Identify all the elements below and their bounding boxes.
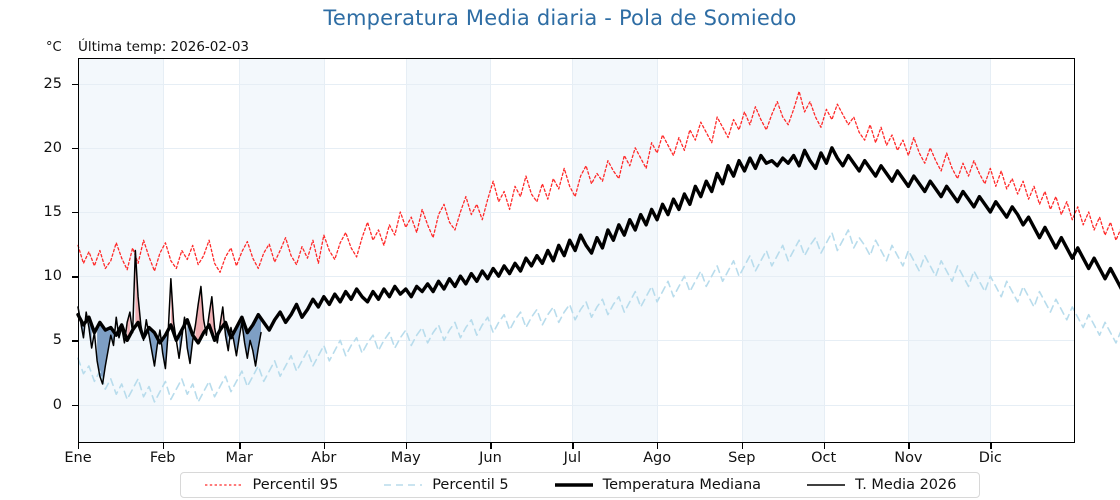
legend-item[interactable]: Percentil 95 bbox=[204, 477, 339, 493]
month-band bbox=[572, 58, 658, 443]
y-axis-tick-mark bbox=[72, 147, 78, 150]
gridline-vertical bbox=[490, 58, 492, 443]
gridline-horizontal bbox=[78, 147, 1075, 149]
gridline-vertical bbox=[239, 58, 241, 443]
legend-swatch bbox=[554, 483, 593, 487]
x-axis-tick-label: Ene bbox=[64, 450, 92, 466]
x-axis-tick-label: Abr bbox=[311, 450, 337, 466]
legend-item[interactable]: Temperatura Mediana bbox=[554, 477, 761, 493]
x-axis-tick-label: Jul bbox=[563, 450, 582, 466]
x-axis-tick-mark bbox=[405, 443, 408, 449]
month-band bbox=[908, 58, 991, 443]
legend-item[interactable]: Percentil 5 bbox=[383, 477, 509, 493]
gridline-vertical bbox=[990, 58, 992, 443]
gridline-vertical bbox=[162, 58, 164, 443]
legend-label: T. Media 2026 bbox=[855, 477, 957, 493]
y-axis-tick-label: 25 bbox=[43, 75, 62, 92]
x-axis-tick-mark bbox=[323, 443, 326, 449]
month-band bbox=[405, 58, 491, 443]
x-axis-tick-mark bbox=[823, 443, 826, 449]
legend-swatch bbox=[204, 484, 243, 486]
x-axis-tick-mark bbox=[741, 443, 744, 449]
x-axis-tick-mark bbox=[572, 443, 574, 449]
x-axis-tick-label: May bbox=[390, 450, 421, 466]
x-axis-tick-mark bbox=[990, 443, 992, 449]
y-axis-tick-mark bbox=[72, 212, 78, 214]
y-axis-tick-mark bbox=[72, 276, 78, 278]
legend-label: Temperatura Mediana bbox=[602, 477, 762, 493]
gridline-horizontal bbox=[78, 212, 1075, 213]
x-axis-tick-label: Nov bbox=[894, 450, 923, 466]
gridline-horizontal bbox=[78, 340, 1075, 342]
x-axis-tick-mark bbox=[490, 443, 492, 449]
series-line bbox=[76, 146, 1120, 345]
series-line bbox=[77, 249, 262, 385]
gridline-horizontal bbox=[78, 276, 1075, 278]
gridline-vertical bbox=[741, 58, 743, 443]
anomaly-fill-cold bbox=[97, 322, 114, 384]
legend-label: Percentil 95 bbox=[252, 477, 339, 493]
series-line bbox=[77, 90, 1120, 273]
chart-legend: Percentil 95 Percentil 5 Temperatura Media… bbox=[180, 472, 980, 498]
legend-item[interactable]: T. Media 2026 bbox=[806, 477, 956, 493]
gridline-vertical bbox=[405, 58, 407, 443]
x-axis-tick-label: Sep bbox=[728, 450, 756, 466]
gridline-vertical bbox=[823, 58, 825, 443]
x-axis-tick-mark bbox=[657, 443, 659, 449]
month-band bbox=[78, 58, 163, 443]
legend-label: Percentil 5 bbox=[432, 477, 509, 493]
y-axis-tick-label: 10 bbox=[43, 268, 62, 285]
y-axis-tick-label: 0 bbox=[52, 396, 62, 413]
gridline-horizontal bbox=[78, 404, 1075, 406]
y-axis-tick-label: 5 bbox=[52, 332, 62, 349]
x-axis-tick-label: Oct bbox=[811, 450, 837, 466]
x-axis-tick-label: Jun bbox=[479, 450, 502, 466]
gridline-vertical bbox=[908, 58, 910, 443]
x-axis-tick-label: Dic bbox=[978, 450, 1002, 466]
legend-swatch bbox=[807, 484, 846, 486]
gridline-horizontal bbox=[78, 83, 1075, 85]
x-axis-tick-mark bbox=[162, 443, 165, 449]
x-axis-tick-label: Feb bbox=[149, 450, 176, 466]
plot-area bbox=[76, 58, 1120, 443]
x-axis-tick-mark bbox=[908, 443, 910, 449]
page-title: Temperatura Media diaria - Pola de Somie… bbox=[323, 6, 797, 30]
y-axis-tick-mark bbox=[72, 404, 78, 406]
series-layer bbox=[76, 90, 1120, 403]
gridline-vertical bbox=[323, 58, 325, 443]
x-axis-tick-mark bbox=[78, 443, 80, 449]
y-axis-unit-label: °C bbox=[46, 40, 62, 55]
legend-swatch bbox=[384, 484, 423, 486]
last-temp-label: Última temp: 2026-02-03 bbox=[78, 39, 250, 55]
x-axis-tick-mark bbox=[239, 443, 241, 449]
gridline-vertical bbox=[657, 58, 659, 443]
y-axis-tick-mark bbox=[72, 340, 78, 342]
x-axis-tick-label: Mar bbox=[225, 450, 253, 466]
series-line bbox=[77, 229, 1120, 403]
month-band bbox=[741, 58, 824, 443]
gridline-vertical bbox=[572, 58, 574, 443]
y-axis-tick-label: 15 bbox=[43, 204, 62, 220]
y-axis-tick-mark bbox=[72, 83, 78, 86]
y-axis-tick-label: 20 bbox=[43, 139, 62, 156]
x-axis-tick-label: Ago bbox=[643, 450, 672, 466]
month-band bbox=[239, 58, 324, 443]
anomaly-fill-warm bbox=[135, 250, 141, 331]
